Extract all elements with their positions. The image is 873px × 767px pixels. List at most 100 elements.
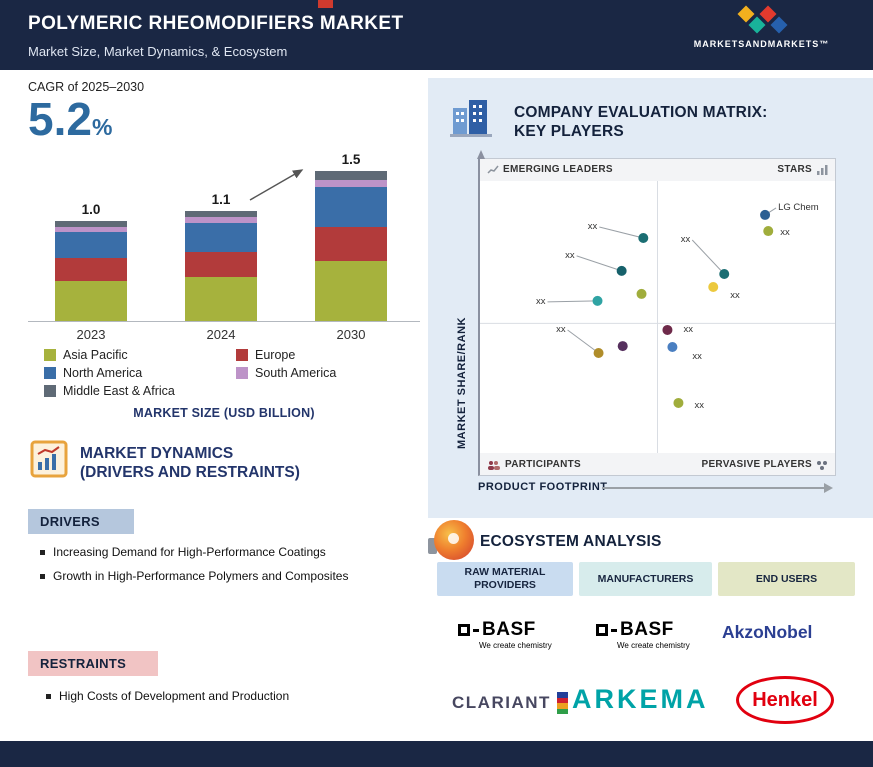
bar-segment	[55, 227, 127, 232]
brand-diamonds-icon	[722, 5, 802, 39]
market-size-bar-chart: 1.0 2023 1.1 2024 1.5 2030	[28, 146, 420, 342]
matrix-point-label: xx	[730, 290, 740, 301]
company-matrix-title-line1: COMPANY EVALUATION MATRIX:	[514, 104, 768, 121]
y-axis-arrow-icon	[477, 150, 485, 159]
bar-segment	[315, 227, 387, 261]
cagr-number: 5.2	[28, 93, 92, 145]
diamond-icon	[770, 16, 787, 34]
quadrant-stars: STARS	[777, 164, 828, 175]
market-dynamics-title-line1: MARKET DYNAMICS	[80, 445, 234, 462]
bar-column: 1.1	[185, 192, 257, 321]
ecosystem-icon	[434, 520, 474, 560]
clariant-wordmark: CLARIANT	[452, 693, 551, 712]
tab-raw-material-providers: RAW MATERIAL PROVIDERS	[437, 562, 573, 596]
tab-manufacturers: MANUFACTURERS	[579, 562, 712, 596]
matrix-point-label: xx	[565, 250, 575, 261]
matrix-x-axis-label: PRODUCT FOOTPRINT	[478, 481, 608, 493]
bar-total-label: 1.1	[211, 192, 231, 207]
legend-label: North America	[63, 366, 143, 380]
basf-logo: BASF We create chemistry	[596, 619, 690, 650]
company-matrix-title: COMPANY EVALUATION MATRIX: KEY PLAYERS	[514, 103, 767, 141]
basf-tagline: We create chemistry	[617, 641, 690, 650]
matrix-point-label: xx	[556, 324, 566, 335]
legend-item: Europe	[236, 348, 420, 362]
legend-swatch-icon	[44, 349, 56, 361]
bar-segment	[185, 223, 257, 252]
quadrant-label: PARTICIPANTS	[505, 459, 582, 470]
henkel-logo: Henkel	[736, 676, 834, 724]
bar-column: 1.0	[55, 202, 127, 321]
bar-segment	[185, 217, 257, 223]
matrix-point	[593, 348, 604, 359]
legend-swatch-icon	[44, 385, 56, 397]
matrix-y-axis-label: MARKET SHARE/RANK	[456, 317, 468, 449]
bar-segment	[315, 261, 387, 321]
matrix-point	[616, 265, 627, 276]
legend-label: South America	[255, 366, 337, 380]
matrix-point-label: xx	[692, 351, 702, 362]
bar-total-label: 1.5	[341, 152, 361, 167]
matrix-point	[673, 397, 684, 408]
matrix-point	[638, 233, 649, 243]
ecosystem-icon-pin	[428, 538, 437, 554]
network-icon	[817, 460, 827, 470]
matrix-point-label: xx	[780, 227, 790, 238]
basf-mark-icon	[458, 624, 470, 636]
quadrant-label: EMERGING LEADERS	[503, 164, 613, 175]
bar-category-label: 2024	[206, 327, 236, 342]
restraints-header: RESTRAINTS	[28, 651, 158, 676]
company-matrix-icon	[450, 100, 492, 137]
bar-segment	[55, 258, 127, 281]
basf-wordmark: BASF	[482, 619, 536, 640]
matrix-point	[760, 209, 771, 220]
basf-tagline: We create chemistry	[479, 641, 552, 650]
matrix-point-label: xx	[683, 324, 693, 335]
bar-segment	[315, 187, 387, 227]
company-matrix-chart: LG Chem xx xx xx xx xx xx xx xx xx xx EMERGING LEA…	[477, 150, 836, 476]
bullet-text: Growth in High-Performance Polymers and …	[53, 569, 349, 583]
basf-mark-icon	[596, 624, 608, 636]
trend-icon	[487, 165, 499, 174]
matrix-point-label: LG Chem	[778, 202, 819, 213]
legend-item: Asia Pacific	[44, 348, 236, 362]
market-dynamics-title-line2: (DRIVERS AND RESTRAINTS)	[80, 464, 300, 481]
page-subtitle: Market Size, Market Dynamics, & Ecosyste…	[28, 44, 288, 59]
matrix-point	[667, 342, 678, 353]
legend-swatch-icon	[44, 367, 56, 379]
bar-segment	[185, 211, 257, 217]
bullet-text: Increasing Demand for High-Performance C…	[53, 545, 326, 559]
bar-segment	[315, 180, 387, 187]
growth-arrow-icon	[249, 169, 304, 201]
bar-segment	[55, 281, 127, 321]
bullet-item: High Costs of Development and Production	[46, 689, 426, 704]
header-accent-mark	[318, 0, 333, 8]
drivers-list: Increasing Demand for High-Performance C…	[40, 545, 420, 584]
quadrant-emerging-leaders: EMERGING LEADERS	[487, 164, 613, 175]
bullet-item: Increasing Demand for High-Performance C…	[40, 545, 420, 560]
matrix-point	[719, 269, 730, 280]
bar-chart-legend: Asia Pacific Europe North America South Ame…	[44, 348, 420, 398]
page-title: POLYMERIC RHEOMODIFIERS MARKET	[28, 13, 404, 34]
diamond-icon	[737, 5, 754, 23]
bar-chart-axis-caption: MARKET SIZE (USD BILLION)	[133, 406, 315, 420]
bar-segment	[55, 232, 127, 258]
company-matrix-title-line2: KEY PLAYERS	[514, 123, 624, 140]
quadrant-label: PERVASIVE PLAYERS	[701, 459, 812, 470]
restraints-list: High Costs of Development and Production	[46, 689, 426, 704]
arkema-logo: ARKEMA	[572, 684, 709, 714]
market-dynamics-icon	[30, 440, 68, 478]
diamond-icon	[759, 5, 776, 23]
legend-item: South America	[236, 366, 420, 380]
quadrant-label: STARS	[777, 164, 812, 175]
bar-segment	[315, 171, 387, 180]
matrix-point-label: xx	[681, 234, 691, 245]
quadrant-participants: PARTICIPANTS	[487, 459, 581, 470]
matrix-point	[592, 295, 603, 306]
akzonobel-logo: AkzoNobel	[722, 622, 813, 642]
cagr-value: 5.2%	[28, 92, 112, 146]
bar-category-label: 2023	[76, 327, 106, 342]
legend-item: North America	[44, 366, 236, 380]
cagr-period-label: CAGR of 2025–2030	[28, 80, 145, 94]
legend-swatch-icon	[236, 367, 248, 379]
tab-end-users: END USERS	[718, 562, 855, 596]
